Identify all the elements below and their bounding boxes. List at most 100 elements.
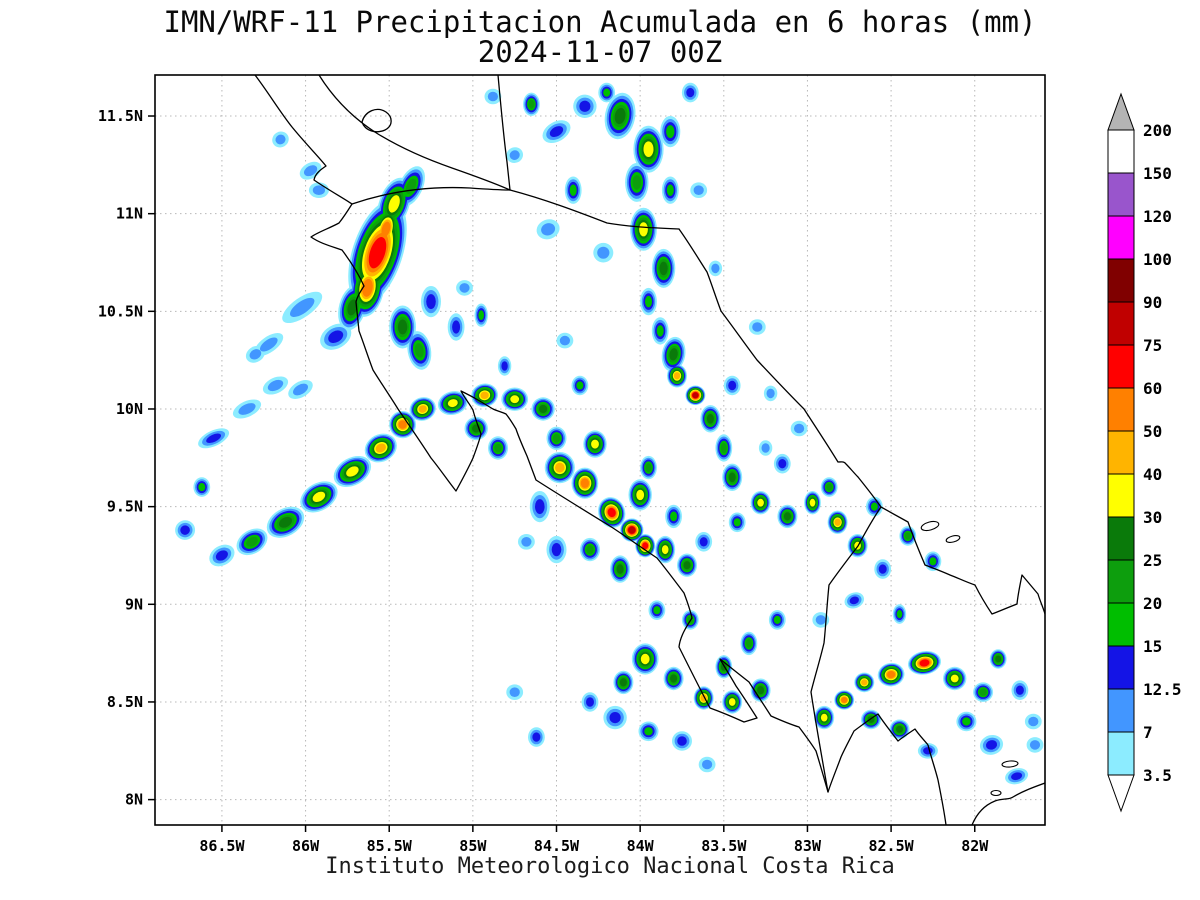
colorbar-label: 90 [1143,293,1162,312]
precip-contour [645,295,652,308]
precip-contour [418,405,427,413]
colorbar-label: 3.5 [1143,766,1172,785]
colorbar-band [1107,688,1135,733]
lon-tick-label: 85W [459,837,487,855]
precip-contour [368,237,387,269]
colorbar-band [1107,344,1135,389]
precip-contour [180,525,190,535]
lat-tick-label: 11.5N [98,107,143,125]
precip-contour [509,150,520,160]
lon-tick-label: 84W [627,837,655,855]
colorbar-label: 50 [1143,422,1162,441]
precip-contour [1015,685,1024,695]
colorbar-label: 12.5 [1143,680,1182,699]
precip-contour [896,610,903,619]
precip-contour [677,736,687,746]
precip-contour [733,518,741,527]
precip-contour [614,107,626,125]
precip-contour [962,717,971,726]
precip-contour [551,543,562,557]
colorbar-band [1107,731,1135,776]
pacific-island [990,789,1002,797]
precip-contour [757,498,764,507]
precip-contour [397,319,408,335]
precip-contour [929,557,937,566]
precip-contour [597,246,610,259]
precip-contour [820,713,828,722]
lat-tick-label: 10.5N [98,302,143,320]
precip-contour [773,615,781,625]
precip-contour [985,740,998,750]
colorbar-label: 200 [1143,121,1172,140]
precip-contour [267,379,284,392]
lat-tick-label: 8N [125,791,143,809]
axis-labels: 86.5W 86W 85.5W 85W 84.5W 84W 83.5W 83W 82.5W 82W… [98,107,989,855]
colorbar-label: 30 [1143,508,1162,527]
precip-contour [452,320,461,334]
precip-contour [426,294,436,310]
precip-contour [752,322,763,332]
precip-contour [861,679,868,686]
colorbar-label: 20 [1143,594,1162,613]
precip-contour [398,420,407,429]
precip-contour [246,536,258,547]
lat-tick-label: 10N [116,400,143,418]
pacific-island [1001,760,1019,768]
precip-contour [362,278,373,297]
precip-contour [521,537,532,547]
precip-contour [809,498,816,507]
precip-contour [1029,740,1041,750]
lon-tick-label: 86.5W [199,837,245,855]
bocas-island [945,535,961,543]
precip-contour [656,325,664,337]
precip-contour [586,697,594,707]
precip-contour [693,185,704,195]
precip-contour [603,88,611,97]
precip-contour [692,392,699,399]
precip-contour [549,126,564,138]
colorbar-label: 150 [1143,164,1172,183]
precip-contour [487,91,498,102]
precip-contour [569,184,577,196]
colorbar-label: 120 [1143,207,1172,226]
precip-contour [459,283,470,293]
precip-contour [607,507,616,518]
colorbar-label: 25 [1143,551,1162,570]
colorbar-band [1107,516,1135,561]
colorbar-label: 75 [1143,336,1162,355]
precip-contour [289,297,315,317]
precip-contour [632,175,642,190]
colorbar-band [1107,430,1135,475]
colorbar-label: 15 [1143,637,1162,656]
precip-contour [711,263,720,274]
lon-tick-label: 85.5W [367,837,413,855]
precip-contour [414,343,424,358]
precip-contour [347,299,358,316]
colorbar-band [1107,602,1135,647]
caribbean-coastline [678,228,1045,615]
precip-contour [794,423,805,434]
precip-contour [328,330,344,343]
precip-contour [673,372,681,380]
precip-contour [766,388,775,399]
precip-contour [206,433,222,444]
colorbar-band [1107,258,1135,303]
precip-contour [849,596,859,605]
precip-contour [640,653,650,665]
precip-contour [643,141,654,157]
colorbar: 200 150 120 100 90 75 60 50 40 30 25 20 15 12.5 7 3.5 [1107,92,1182,813]
plot-frame [154,74,1046,826]
colorbar-label: 40 [1143,465,1162,484]
colorbar-band [1107,301,1135,346]
precip-contour [639,222,648,237]
colorbar-band [1107,172,1135,217]
precip-contour [278,516,293,528]
precip-contour [619,678,627,687]
precip-contour [559,335,571,346]
lake-nicaragua-east-shore [497,75,511,191]
precip-contour [303,165,318,177]
precip-contour [478,310,485,321]
colorbar-band [1107,387,1135,432]
precip-contour [728,380,737,391]
